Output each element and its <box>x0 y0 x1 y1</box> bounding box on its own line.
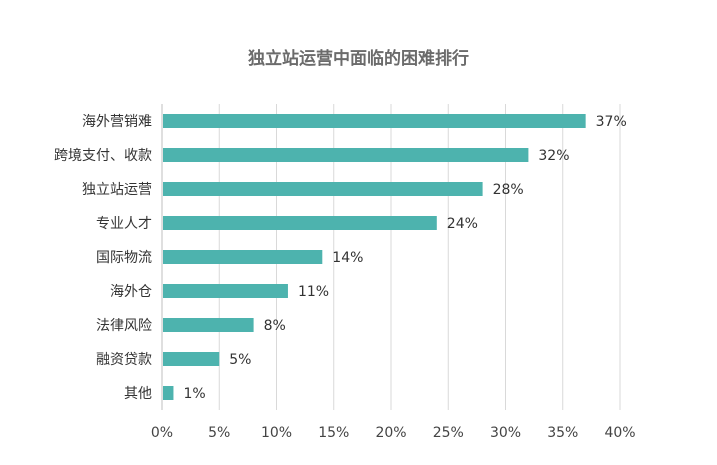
x-tick-label: 30% <box>490 425 521 441</box>
category-label: 海外营销难 <box>82 114 152 130</box>
x-tick-label: 5% <box>208 425 230 441</box>
bar <box>163 318 254 332</box>
data-label: 11% <box>298 284 329 300</box>
category-label: 跨境支付、收款 <box>54 148 152 164</box>
category-label: 法律风险 <box>96 318 152 334</box>
bar <box>163 114 586 128</box>
category-label: 专业人才 <box>96 216 152 232</box>
category-label: 其他 <box>124 386 152 402</box>
data-label: 37% <box>596 114 627 130</box>
bar <box>163 386 174 400</box>
category-label: 独立站运营 <box>82 182 152 198</box>
bar <box>163 284 288 298</box>
bar <box>163 250 323 264</box>
bar <box>163 182 483 196</box>
bar <box>163 216 437 230</box>
x-tick-label: 0% <box>151 425 173 441</box>
bar <box>163 148 529 162</box>
category-label: 融资贷款 <box>96 352 152 368</box>
data-label: 8% <box>264 318 286 334</box>
data-label: 24% <box>447 216 478 232</box>
x-tick-label: 20% <box>375 425 406 441</box>
data-label: 32% <box>538 148 569 164</box>
data-label: 5% <box>229 352 251 368</box>
category-label: 国际物流 <box>96 250 152 266</box>
bar <box>163 352 220 366</box>
data-label: 28% <box>493 182 524 198</box>
x-tick-label: 25% <box>433 425 464 441</box>
x-tick-label: 40% <box>604 425 635 441</box>
category-label: 海外仓 <box>110 284 152 300</box>
chart-title: 独立站运营中面临的困难排行 <box>248 49 469 69</box>
x-tick-label: 10% <box>261 425 292 441</box>
data-label: 1% <box>183 386 205 402</box>
x-tick-label: 15% <box>318 425 349 441</box>
x-tick-label: 35% <box>547 425 578 441</box>
data-label: 14% <box>332 250 363 266</box>
